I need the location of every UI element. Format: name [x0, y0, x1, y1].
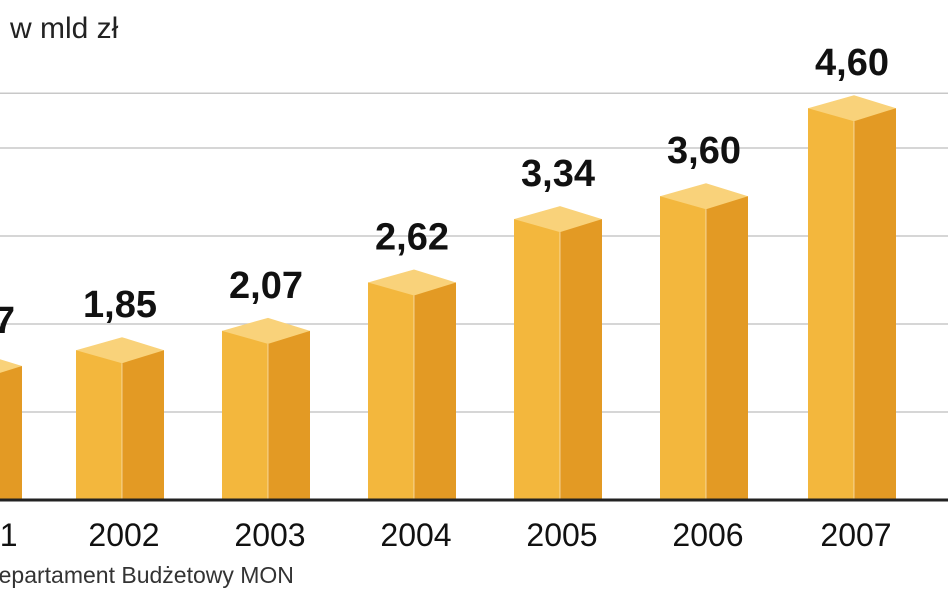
x-tick-label: 2002: [88, 517, 159, 553]
value-label: 3,34: [521, 153, 595, 195]
x-tick-label: 2006: [672, 517, 743, 553]
bar-top: [808, 95, 896, 122]
bar-front: [808, 108, 854, 500]
bar-top: [222, 317, 310, 344]
bar-top: [368, 269, 456, 296]
bar-top: [0, 359, 22, 373]
bar-front: [368, 282, 414, 500]
bar-side: [122, 350, 164, 500]
bar-top: [76, 337, 164, 364]
x-tick-label: 2004: [380, 517, 451, 553]
bar-side: [706, 196, 748, 500]
bar-top: [514, 206, 602, 233]
bar-side: [268, 330, 310, 500]
bar-side: [414, 282, 456, 500]
bar-side: [0, 366, 22, 500]
bar-side: [560, 219, 602, 500]
value-label: 2,62: [375, 216, 449, 258]
bar-top: [660, 183, 748, 210]
value-label: 3,60: [667, 130, 741, 172]
value-label: 4,60: [815, 42, 889, 84]
bar-side: [854, 108, 896, 500]
x-tick-label: 2001: [0, 517, 18, 553]
x-tick-label: 2005: [526, 517, 597, 553]
x-tick-label: 2003: [234, 517, 305, 553]
x-tick-label: 2007: [820, 517, 891, 553]
unit-label: w mld zł: [10, 12, 119, 45]
bar-front: [222, 330, 268, 500]
source-note: Departament Budżetowy MON: [0, 562, 294, 588]
bar-front: [660, 196, 706, 500]
value-label: 1,67: [0, 300, 15, 342]
bar-front: [514, 219, 560, 500]
value-label: 1,85: [83, 284, 157, 326]
bar-front: [76, 350, 122, 500]
value-label: 2,07: [229, 265, 303, 307]
